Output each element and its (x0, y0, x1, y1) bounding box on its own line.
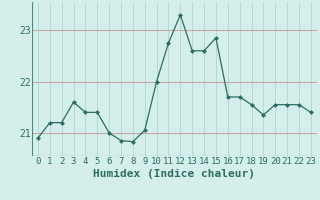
X-axis label: Humidex (Indice chaleur): Humidex (Indice chaleur) (93, 169, 255, 179)
